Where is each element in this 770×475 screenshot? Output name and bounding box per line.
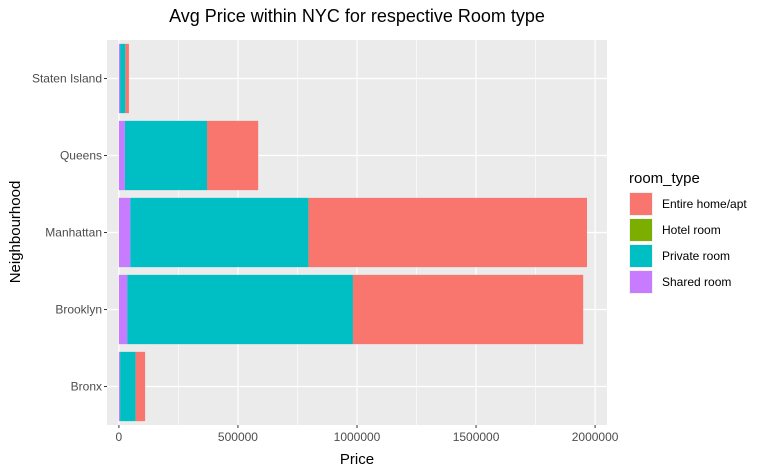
bar-staten-island-private-room (120, 43, 126, 114)
x-axis: 0 500000 1000000 1500000 2000000 (116, 425, 619, 444)
legend-label-shared-room: Shared room (662, 275, 731, 289)
legend-label-hotel-room: Hotel room (662, 223, 721, 237)
legend-title: room_type (629, 170, 700, 187)
legend-swatch-shared-room (630, 271, 652, 293)
bar-bronx-private-room (120, 351, 136, 422)
chart-title: Avg Price within NYC for respective Room… (169, 6, 545, 26)
y-tick-label: Brooklyn (55, 303, 102, 317)
bar-bronx-entire-home-apt (135, 351, 146, 422)
bar-brooklyn-private-room (127, 274, 353, 345)
y-tick-label: Bronx (71, 380, 102, 394)
legend-swatch-hotel-room (630, 219, 652, 241)
bar-staten-island-shared-room (118, 43, 121, 114)
x-tick-label: 0 (116, 430, 123, 444)
legend-swatch-entire-home-apt (630, 193, 652, 215)
x-tick-label: 1500000 (453, 430, 500, 444)
y-tick-label: Queens (60, 149, 102, 163)
x-tick-label: 2000000 (572, 430, 619, 444)
bar-queens-entire-home-apt (207, 120, 259, 191)
bar-manhattan-entire-home-apt (308, 197, 587, 268)
legend-label-entire-home-apt: Entire home/apt (662, 197, 747, 211)
legend-label-private-room: Private room (662, 249, 730, 263)
bar-manhattan-private-room (130, 197, 309, 268)
bar-manhattan-shared-room (118, 197, 131, 268)
y-axis-title: Neighbourhood (7, 181, 24, 284)
x-tick-label: 500000 (218, 430, 258, 444)
x-axis-title: Price (340, 451, 374, 468)
legend-swatch-private-room (630, 245, 652, 267)
x-tick-label: 1000000 (334, 430, 381, 444)
bar-queens-shared-room (118, 120, 125, 191)
bars (118, 43, 587, 422)
y-axis: Bronx Brooklyn Manhattan Queens Staten Islan… (32, 72, 107, 394)
bar-brooklyn-entire-home-apt (352, 274, 584, 345)
bar-brooklyn-shared-room (118, 274, 128, 345)
y-tick-label: Manhattan (45, 226, 102, 240)
bar-queens-private-room (124, 120, 207, 191)
y-tick-label: Staten Island (32, 72, 102, 86)
bar-staten-island-entire-home-apt (125, 43, 129, 114)
legend: room_type Entire home/apt Hotel room Priva… (629, 170, 747, 294)
bar-bronx-shared-room (118, 351, 121, 422)
